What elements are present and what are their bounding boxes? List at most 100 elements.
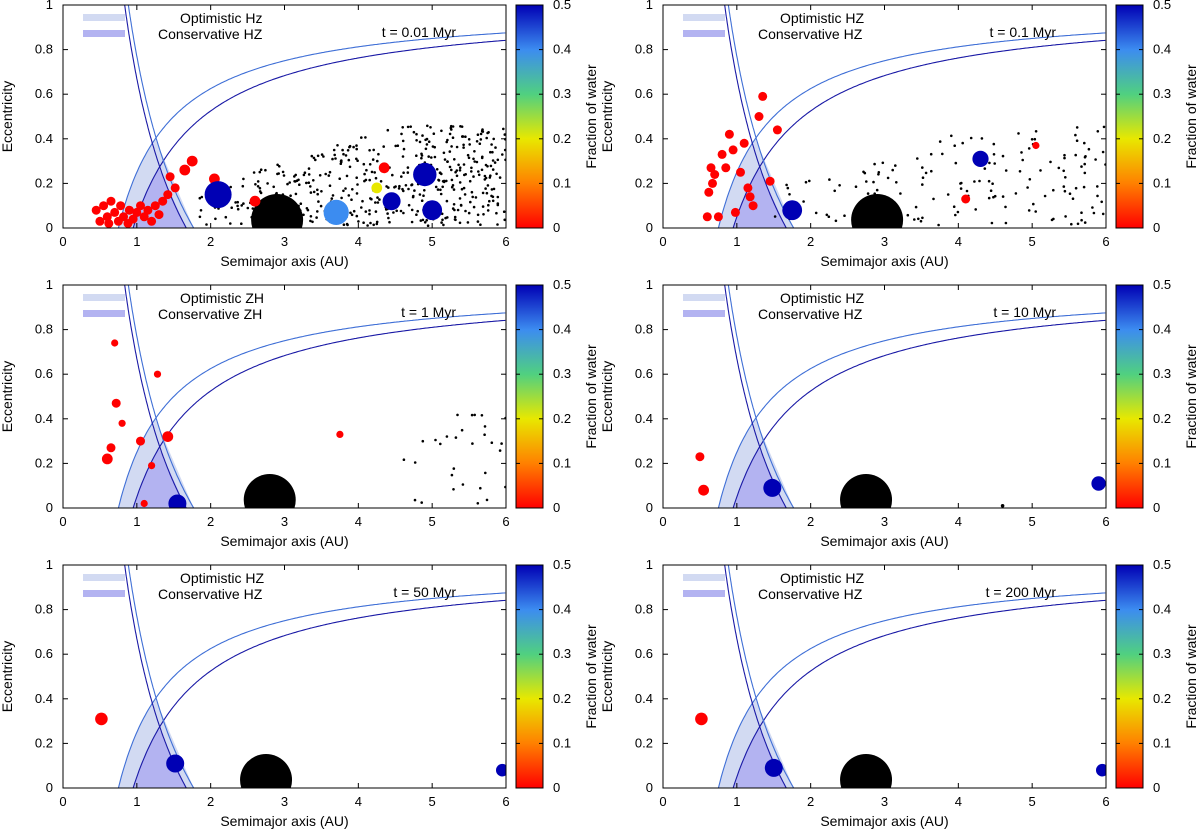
planetesimal-dot bbox=[932, 197, 935, 201]
planetesimal-dot bbox=[423, 189, 426, 192]
planetesimal-dot bbox=[952, 205, 956, 208]
planetesimal-dot bbox=[488, 199, 491, 203]
planetesimal-dot bbox=[406, 166, 410, 169]
planetesimal-dot bbox=[276, 163, 279, 167]
planetesimal-dot bbox=[276, 172, 279, 176]
planetesimal-dot bbox=[360, 136, 363, 139]
conservative-inner-curve bbox=[732, 599, 1106, 788]
planetesimal-dot bbox=[916, 157, 919, 160]
colorbar-tick-label: 0.3 bbox=[1153, 366, 1171, 381]
y-tick-label: 0.8 bbox=[635, 602, 653, 617]
planetesimal-dot bbox=[464, 173, 468, 176]
planet-embryo bbox=[706, 163, 716, 173]
planetesimal-dot bbox=[1063, 153, 1066, 157]
planetesimal-dot bbox=[466, 221, 470, 224]
planet-embryo bbox=[95, 216, 105, 226]
planetesimal-dot bbox=[804, 180, 808, 184]
planetesimal-dot bbox=[1062, 185, 1066, 188]
planetesimal-dot bbox=[458, 169, 462, 172]
planetesimal-dot bbox=[1075, 126, 1079, 129]
planetesimal-dot bbox=[1074, 133, 1077, 137]
planetesimal-dot bbox=[490, 188, 494, 191]
planetesimal-dot bbox=[426, 124, 429, 128]
planet-embryo bbox=[708, 178, 717, 188]
planetesimal-dot bbox=[307, 167, 311, 170]
colorbar-tick-label: 0 bbox=[1153, 780, 1160, 795]
planetesimal-dot bbox=[307, 173, 311, 176]
planetesimal-dot bbox=[444, 216, 447, 220]
planetesimal-dot bbox=[462, 143, 465, 147]
planetesimal-dot bbox=[302, 213, 305, 217]
planetesimal-dot bbox=[937, 223, 940, 227]
planetesimal-dot bbox=[969, 136, 973, 140]
planetesimal-dot bbox=[439, 188, 442, 192]
planet-embryo bbox=[111, 398, 121, 408]
planetesimal-dot bbox=[785, 183, 788, 187]
planetesimal-dot bbox=[472, 157, 475, 161]
planetesimal-dot bbox=[1082, 185, 1086, 189]
planetesimal-dot bbox=[989, 189, 993, 192]
chart-panel-4: 0 1 2 3 4 5 6 0 0.2 0.4 0.6 0.8 1 Semimajor axis (AU)… bbox=[599, 277, 1199, 549]
planetesimal-dot bbox=[470, 166, 473, 170]
planetesimal-dot bbox=[502, 127, 505, 131]
planetesimal-dot bbox=[342, 152, 345, 156]
colorbar-label: Fraction of water bbox=[583, 64, 599, 169]
y-tick-label: 0.6 bbox=[635, 86, 653, 101]
planetesimal-dot bbox=[491, 150, 494, 154]
planet-embryo bbox=[961, 194, 971, 204]
planetesimal-dot bbox=[258, 190, 262, 193]
planetesimal-dot bbox=[229, 222, 232, 225]
planetesimal-dot bbox=[834, 219, 838, 223]
planetesimal-dot bbox=[875, 188, 879, 192]
planetesimal-dot bbox=[487, 203, 490, 207]
planetesimal-dot bbox=[494, 146, 497, 149]
legend-optimistic-label: Optimistic HZ bbox=[180, 570, 264, 586]
planetesimal-dot bbox=[475, 160, 479, 164]
planetesimal-dot bbox=[264, 168, 267, 172]
planetesimal-dot bbox=[256, 180, 260, 183]
planetesimal-dot bbox=[490, 143, 493, 146]
x-tick-label: 1 bbox=[733, 514, 740, 529]
conservative-inner-curve bbox=[132, 319, 506, 508]
planetesimal-dot bbox=[478, 142, 482, 145]
planetesimal-dot bbox=[978, 179, 981, 183]
planetesimal-dot bbox=[1064, 176, 1067, 179]
planet-embryo bbox=[111, 339, 119, 347]
planetesimal-dot bbox=[426, 224, 430, 227]
planetesimal-dot bbox=[376, 201, 380, 204]
planetesimal-dot bbox=[1039, 169, 1042, 172]
planetesimal-dot bbox=[476, 220, 480, 223]
planetesimal-dot bbox=[422, 194, 425, 197]
planet-embryo bbox=[204, 181, 232, 209]
colorbar-label: Fraction of water bbox=[1183, 344, 1199, 449]
y-tick-label: 0 bbox=[46, 500, 53, 515]
planetesimal-dot bbox=[272, 185, 276, 189]
planetesimal-dot bbox=[198, 215, 202, 219]
planetesimal-dot bbox=[453, 215, 457, 219]
planetesimal-dot bbox=[401, 126, 405, 129]
planetesimal-dot bbox=[439, 192, 443, 196]
planet-embryo bbox=[106, 443, 116, 453]
planetesimal-dot bbox=[452, 488, 455, 491]
planetesimal-dot bbox=[418, 140, 422, 144]
colorbar-label: Fraction of water bbox=[1183, 64, 1199, 169]
time-label: t = 200 Myr bbox=[986, 584, 1057, 600]
planetesimal-dot bbox=[479, 132, 483, 136]
colorbar-label: Fraction of water bbox=[1183, 624, 1199, 729]
planetesimal-dot bbox=[913, 218, 916, 221]
planetesimal-dot bbox=[486, 184, 490, 187]
planetesimal-dot bbox=[368, 149, 371, 152]
x-tick-label: 4 bbox=[955, 514, 962, 529]
conservative-inner-curve bbox=[132, 39, 506, 228]
planetesimal-dot bbox=[254, 183, 257, 186]
planetesimal-dot bbox=[391, 173, 394, 177]
planetesimal-dot bbox=[318, 174, 322, 177]
planetesimal-dot bbox=[466, 153, 470, 157]
planetesimal-dot bbox=[415, 154, 418, 157]
optimistic-inner-curve bbox=[117, 592, 506, 788]
planetesimal-dot bbox=[1070, 222, 1073, 226]
planetesimal-dot bbox=[429, 126, 432, 129]
planetesimal-dot bbox=[376, 196, 379, 199]
planetesimal-dot bbox=[362, 221, 365, 224]
planetesimal-dot bbox=[1083, 155, 1087, 159]
